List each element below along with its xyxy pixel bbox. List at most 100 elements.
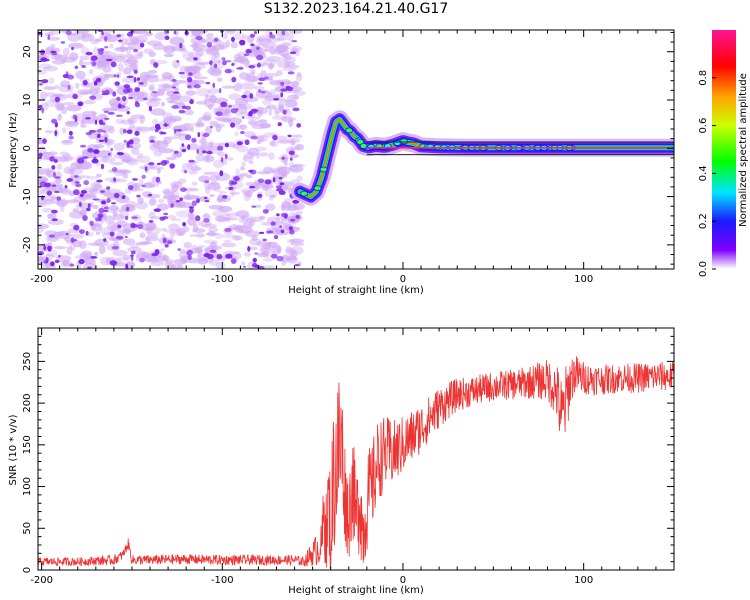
noise-speckle-light (165, 258, 175, 267)
noise-speckle-light (269, 194, 277, 198)
noise-speckle-light (221, 85, 236, 89)
noise-speckle-dark (257, 62, 261, 68)
noise-speckle-light (115, 195, 130, 204)
noise-speckle-light (248, 160, 254, 165)
noise-speckle-light (80, 120, 86, 126)
noise-speckle-dark (243, 265, 246, 268)
noise-speckle-light (245, 116, 261, 120)
noise-speckle-dark (153, 62, 159, 68)
noise-speckle-light (242, 153, 247, 162)
noise-speckle-dark (264, 76, 269, 80)
noise-speckle-light (122, 228, 130, 235)
noise-speckle-light (93, 183, 103, 191)
noise-speckle-dark (231, 258, 237, 264)
noise-speckle-light (203, 239, 218, 244)
noise-speckle-light (73, 196, 87, 203)
spectrogram-ytick-label: -20 (22, 237, 33, 253)
noise-speckle-light (261, 99, 272, 106)
noise-speckle-light (83, 100, 96, 105)
noise-speckle-light (90, 38, 100, 45)
noise-speckle-dark (110, 147, 113, 152)
noise-speckle-dark (83, 180, 89, 186)
noise-speckle-light (50, 196, 57, 200)
noise-speckle-light (53, 178, 63, 184)
noise-speckle-light (226, 30, 234, 33)
noise-speckle-light (276, 245, 282, 253)
noise-speckle-light (214, 233, 224, 240)
noise-speckle-light (148, 83, 156, 93)
noise-speckle-light (261, 264, 277, 269)
noise-speckle-light (197, 257, 208, 265)
noise-speckle-light (271, 138, 280, 148)
noise-speckle-dark (74, 175, 79, 178)
noise-speckle-light (168, 264, 184, 269)
noise-speckle-dark (101, 93, 108, 96)
noise-speckle-dark (111, 167, 118, 172)
noise-speckle-light (172, 82, 180, 87)
noise-speckle-light (99, 256, 111, 266)
signal-peak (345, 127, 354, 134)
noise-speckle-light (148, 211, 156, 219)
noise-speckle-light (50, 249, 58, 258)
noise-speckle-light (113, 170, 127, 177)
noise-speckle-light (239, 72, 249, 80)
noise-speckle-light (283, 202, 292, 212)
noise-speckle-light (83, 33, 92, 38)
noise-speckle-dark (181, 105, 187, 110)
noise-speckle-light (115, 118, 125, 125)
noise-speckle-light (286, 32, 294, 42)
noise-speckle-dark (205, 81, 211, 85)
noise-speckle-dark (139, 257, 145, 263)
noise-speckle-light (137, 51, 144, 57)
noise-speckle-dark (148, 220, 154, 223)
spectrogram-xtick-label: -100 (211, 274, 234, 285)
noise-speckle-dark (247, 246, 251, 252)
noise-speckle-light (98, 245, 106, 255)
noise-speckle-light (281, 53, 291, 58)
noise-speckle-light (41, 151, 50, 157)
noise-speckle-dark (203, 218, 210, 223)
noise-speckle-dark (272, 177, 276, 183)
noise-speckle-light (160, 248, 165, 252)
noise-speckle-light (283, 161, 289, 166)
noise-speckle-light (215, 261, 226, 269)
noise-speckle-light (189, 127, 194, 133)
noise-speckle-light (125, 54, 135, 59)
noise-speckle-dark (65, 232, 69, 236)
noise-speckle-dark (51, 118, 57, 124)
noise-speckle-light (150, 108, 166, 116)
noise-speckle-dark (288, 150, 295, 155)
noise-speckle-light (183, 187, 199, 192)
noise-speckle-light (241, 261, 246, 267)
noise-speckle-light (146, 75, 159, 83)
noise-speckle-light (216, 59, 222, 64)
noise-speckle-dark (87, 147, 94, 153)
noise-speckle-light (235, 112, 251, 117)
noise-speckle-dark (109, 260, 118, 266)
noise-speckle-dark (71, 46, 74, 51)
noise-speckle-light (106, 207, 122, 214)
noise-speckle-dark (276, 213, 280, 217)
noise-speckle-light (101, 51, 117, 58)
noise-speckle-dark (231, 63, 235, 66)
noise-speckle-light (203, 97, 211, 102)
noise-speckle-dark (256, 54, 264, 61)
noise-speckle-dark (249, 169, 257, 175)
noise-speckle-light (227, 157, 234, 161)
noise-speckle-light (45, 49, 54, 57)
noise-speckle-light (153, 140, 163, 145)
noise-speckle-light (45, 264, 51, 269)
noise-speckle-light (215, 124, 222, 133)
noise-speckle-dark (70, 237, 75, 243)
noise-speckle-dark (62, 74, 69, 79)
noise-speckle-dark (139, 42, 145, 48)
noise-speckle-dark (195, 35, 203, 41)
noise-speckle-light (172, 132, 189, 137)
noise-speckle-dark (125, 263, 129, 269)
noise-speckle-light (258, 152, 269, 157)
noise-speckle-dark (177, 248, 181, 251)
noise-speckle-dark (85, 117, 91, 120)
spectrogram-ytick-label: 0 (22, 145, 33, 151)
noise-speckle-dark (144, 166, 148, 172)
noise-speckle-light (160, 101, 165, 107)
